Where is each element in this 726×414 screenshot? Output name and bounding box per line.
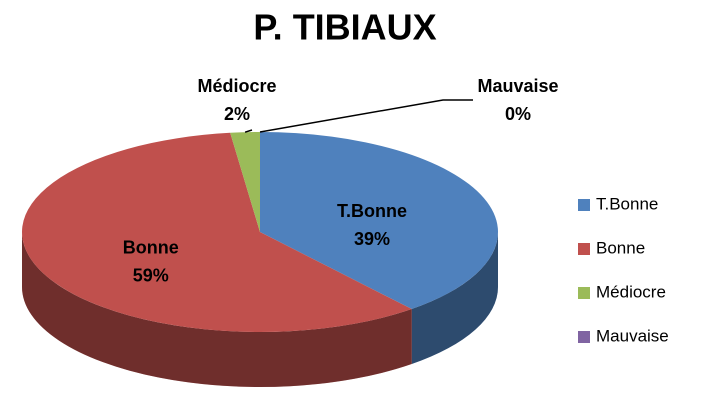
- slice-label-value: 59%: [133, 266, 169, 286]
- chart-title: P. TIBIAUX: [253, 7, 436, 48]
- slice-label-value: 39%: [354, 229, 390, 249]
- slice-label-value: 0%: [505, 104, 531, 124]
- slice-label-name: Bonne: [123, 238, 179, 258]
- leader-line: [259, 99, 473, 133]
- slice: [260, 132, 499, 310]
- slice-label-name: Médiocre: [197, 76, 276, 96]
- legend-swatch: [578, 199, 590, 211]
- legend-swatch: [578, 243, 590, 255]
- slice-side: [22, 232, 412, 387]
- leader-line: [244, 129, 253, 133]
- slice-side-shade: [411, 232, 498, 365]
- legend-label: Mauvaise: [596, 326, 669, 345]
- slice-label-name: Mauvaise: [477, 76, 558, 96]
- slice-side: [411, 232, 498, 365]
- slice-label-value: 2%: [224, 104, 250, 124]
- slice: [21, 132, 412, 332]
- slice: [230, 132, 260, 232]
- legend-swatch: [578, 287, 590, 299]
- slice-side-shade: [22, 232, 412, 387]
- slice-label-name: T.Bonne: [337, 201, 407, 221]
- legend-swatch: [578, 331, 590, 343]
- legend-label: Médiocre: [596, 282, 666, 301]
- legend-label: Bonne: [596, 238, 645, 257]
- legend-label: T.Bonne: [596, 194, 658, 213]
